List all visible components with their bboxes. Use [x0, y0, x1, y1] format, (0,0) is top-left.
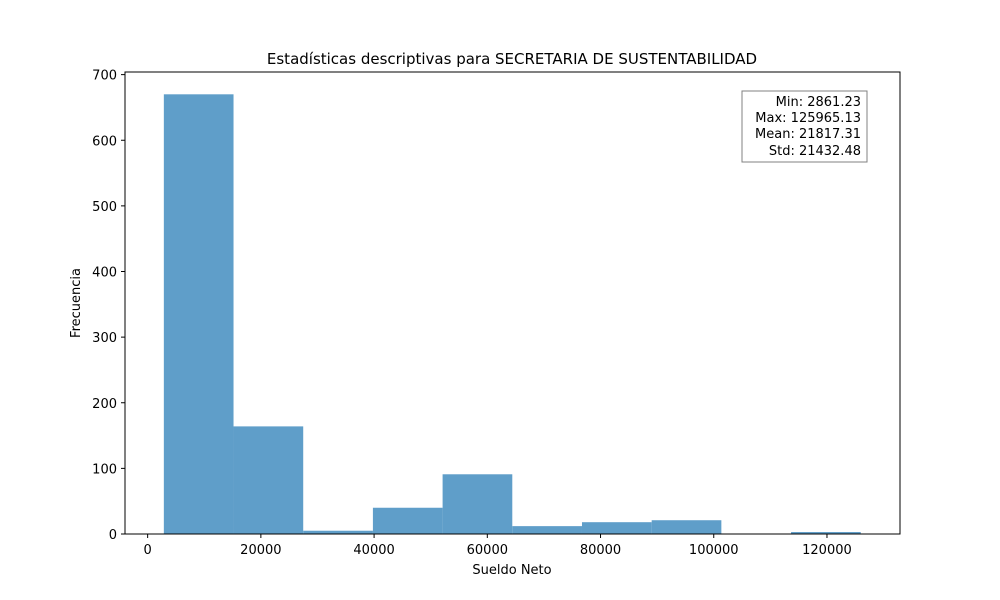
histogram-bar [791, 532, 861, 534]
stats-max: Max: 125965.13 [755, 111, 861, 126]
histogram-bar [651, 520, 722, 534]
stats-box-frame [741, 90, 868, 163]
x-tick-label: 0 [144, 543, 152, 558]
x-tick-label: 80000 [580, 543, 621, 558]
histogram-bar [512, 526, 582, 535]
y-axis-label: Frecuencia [69, 268, 84, 338]
y-tick-label: 500 [92, 200, 117, 215]
chart-title: Estadísticas descriptivas para SECRETARI… [267, 50, 757, 68]
histogram-bar [163, 94, 234, 534]
histogram-bar [442, 474, 513, 534]
x-tick-label: 120000 [802, 543, 852, 558]
bars-group [163, 94, 861, 535]
histogram-bar [372, 507, 443, 534]
y-tick-label: 100 [92, 462, 117, 477]
y-tick-label: 300 [92, 331, 117, 346]
y-axis: 0 100 200 300 400 500 600 700 [92, 69, 125, 543]
y-tick-label: 400 [92, 266, 117, 281]
y-tick-label: 200 [92, 397, 117, 412]
stats-box: Min: 2861.23 Max: 125965.13 Mean: 21817.… [741, 90, 868, 163]
x-tick-label: 40000 [353, 543, 394, 558]
stats-mean: Mean: 21817.31 [755, 127, 861, 142]
x-axis-label: Sueldo Neto [472, 563, 551, 578]
x-tick-label: 20000 [240, 543, 281, 558]
histogram-bar [233, 426, 304, 535]
x-tick-label: 100000 [689, 543, 739, 558]
histogram-bar [581, 522, 652, 534]
stats-std: Std: 21432.48 [769, 144, 861, 159]
y-tick-label: 700 [92, 69, 117, 84]
x-tick-label: 60000 [467, 543, 508, 558]
stats-min: Min: 2861.23 [776, 95, 861, 110]
x-axis: 0 20000 40000 60000 80000 100000 120000 [144, 534, 852, 558]
y-tick-label: 0 [109, 528, 117, 543]
y-tick-label: 600 [92, 134, 117, 149]
plot-frame [124, 71, 901, 535]
histogram-bar [303, 530, 373, 534]
